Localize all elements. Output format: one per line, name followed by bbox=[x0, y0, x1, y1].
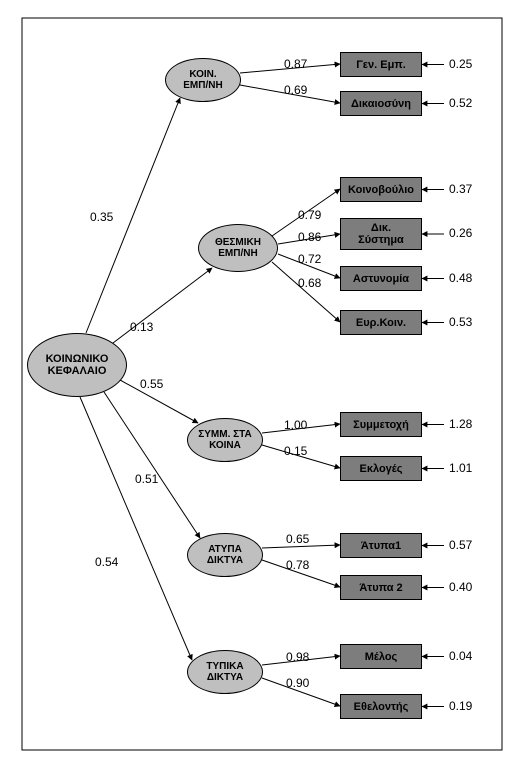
path-weight-label: 0.98 bbox=[286, 650, 309, 664]
path-weight-label: 0.35 bbox=[90, 210, 113, 224]
latent-node-1: ΚΟΙΝ. ΕΜΠ/ΝΗ bbox=[165, 58, 241, 102]
path-weight-label: 1.28 bbox=[449, 417, 472, 431]
indicator-box-4: Δικ. Σύστημα bbox=[340, 218, 422, 250]
path-weight-label: 0.54 bbox=[95, 555, 118, 569]
path-weight-label: 1.01 bbox=[449, 461, 472, 475]
path-weight-label: 0.86 bbox=[298, 230, 321, 244]
path-weight-label: 1.00 bbox=[284, 418, 307, 432]
indicator-box-5: Αστυνομία bbox=[340, 266, 422, 291]
path-weight-label: 0.04 bbox=[449, 649, 472, 663]
path-weight-label: 0.13 bbox=[130, 320, 153, 334]
path-weight-label: 0.26 bbox=[449, 226, 472, 240]
path-weight-label: 0.87 bbox=[284, 57, 307, 71]
path-weight-label: 0.37 bbox=[449, 182, 472, 196]
path-weight-label: 0.68 bbox=[298, 276, 321, 290]
path-weight-label: 0.69 bbox=[284, 83, 307, 97]
path-weight-label: 0.72 bbox=[298, 252, 321, 266]
path-weight-label: 0.40 bbox=[449, 580, 472, 594]
path-weight-label: 0.25 bbox=[449, 57, 472, 71]
path-weight-label: 0.19 bbox=[449, 699, 472, 713]
indicator-box-7: Συμμετοχή bbox=[340, 412, 422, 437]
path-weight-label: 0.55 bbox=[140, 377, 163, 391]
indicator-box-12: Εθελοντής bbox=[340, 694, 422, 719]
indicator-box-10: Άτυπα 2 bbox=[340, 575, 422, 600]
indicator-box-1: Γεν. Εμπ. bbox=[340, 52, 422, 77]
path-weight-label: 0.51 bbox=[135, 472, 158, 486]
path-weight-label: 0.79 bbox=[298, 208, 321, 222]
root-latent: ΚΟΙΝΩΝΙΚΟ ΚΕΦΑΛΑΙΟ bbox=[27, 333, 127, 397]
path-weight-label: 0.57 bbox=[449, 538, 472, 552]
path-weight-label: 0.52 bbox=[449, 96, 472, 110]
indicator-box-3: Κοινοβούλιο bbox=[340, 177, 422, 202]
indicator-box-9: Άτυπα1 bbox=[340, 533, 422, 558]
path-weight-label: 0.15 bbox=[284, 444, 307, 458]
indicator-box-8: Εκλογές bbox=[340, 456, 422, 481]
path-weight-label: 0.90 bbox=[286, 676, 309, 690]
indicator-box-2: Δικαιοσύνη bbox=[340, 91, 422, 116]
indicator-box-11: Μέλος bbox=[340, 644, 422, 669]
indicator-box-6: Ευρ.Κοιν. bbox=[340, 310, 422, 335]
latent-node-3: ΣΥΜΜ. ΣΤΑ ΚΟΙΝΑ bbox=[187, 418, 263, 462]
path-weight-label: 0.53 bbox=[449, 315, 472, 329]
latent-node-4: ΑΤΥΠΑ ΔΙΚΤΥΑ bbox=[187, 533, 263, 577]
path-weight-label: 0.65 bbox=[286, 532, 309, 546]
path-weight-label: 0.78 bbox=[286, 558, 309, 572]
latent-node-2: ΘΕΣΜΙΚΗ ΕΜΠ/ΝΗ bbox=[198, 224, 278, 272]
path-weight-label: 0.48 bbox=[449, 271, 472, 285]
latent-node-5: ΤΥΠΙΚΑ ΔΙΚΤΥΑ bbox=[187, 650, 263, 694]
